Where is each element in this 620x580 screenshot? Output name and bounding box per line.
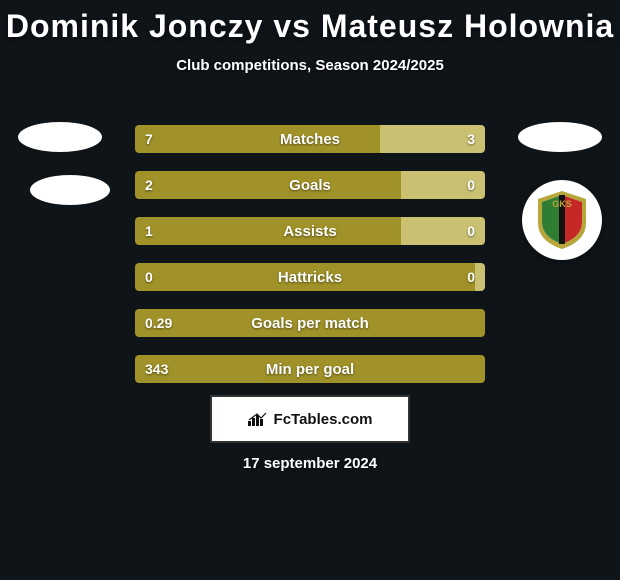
stat-row: 0.29Goals per match	[135, 309, 485, 337]
date-label: 17 september 2024	[0, 455, 620, 472]
stat-row: 20Goals	[135, 171, 485, 199]
page-title: Dominik Jonczy vs Mateusz Holownia	[0, 0, 620, 45]
player-left-avatar-1	[18, 122, 102, 152]
fctables-box: FcTables.com	[210, 395, 410, 443]
stat-label: Matches	[135, 125, 485, 153]
stat-row: 343Min per goal	[135, 355, 485, 383]
stat-label: Goals	[135, 171, 485, 199]
stat-label: Goals per match	[135, 309, 485, 337]
stat-row: 73Matches	[135, 125, 485, 153]
stat-row: 10Assists	[135, 217, 485, 245]
stat-label: Assists	[135, 217, 485, 245]
logo-label-top: GKS	[552, 199, 572, 209]
player-left-avatar-2	[30, 175, 110, 205]
fctables-label: FcTables.com	[274, 411, 373, 428]
shield-icon: GKS	[534, 189, 590, 251]
chart-icon	[248, 412, 268, 426]
stat-label: Min per goal	[135, 355, 485, 383]
stat-row: 00Hattricks	[135, 263, 485, 291]
club-logo-right: GKS	[522, 180, 602, 260]
stats-bars: 73Matches 20Goals 10Assists 00Hattricks 0.29…	[135, 125, 485, 401]
subtitle: Club competitions, Season 2024/2025	[0, 57, 620, 74]
player-right-avatar-1	[518, 122, 602, 152]
stat-label: Hattricks	[135, 263, 485, 291]
